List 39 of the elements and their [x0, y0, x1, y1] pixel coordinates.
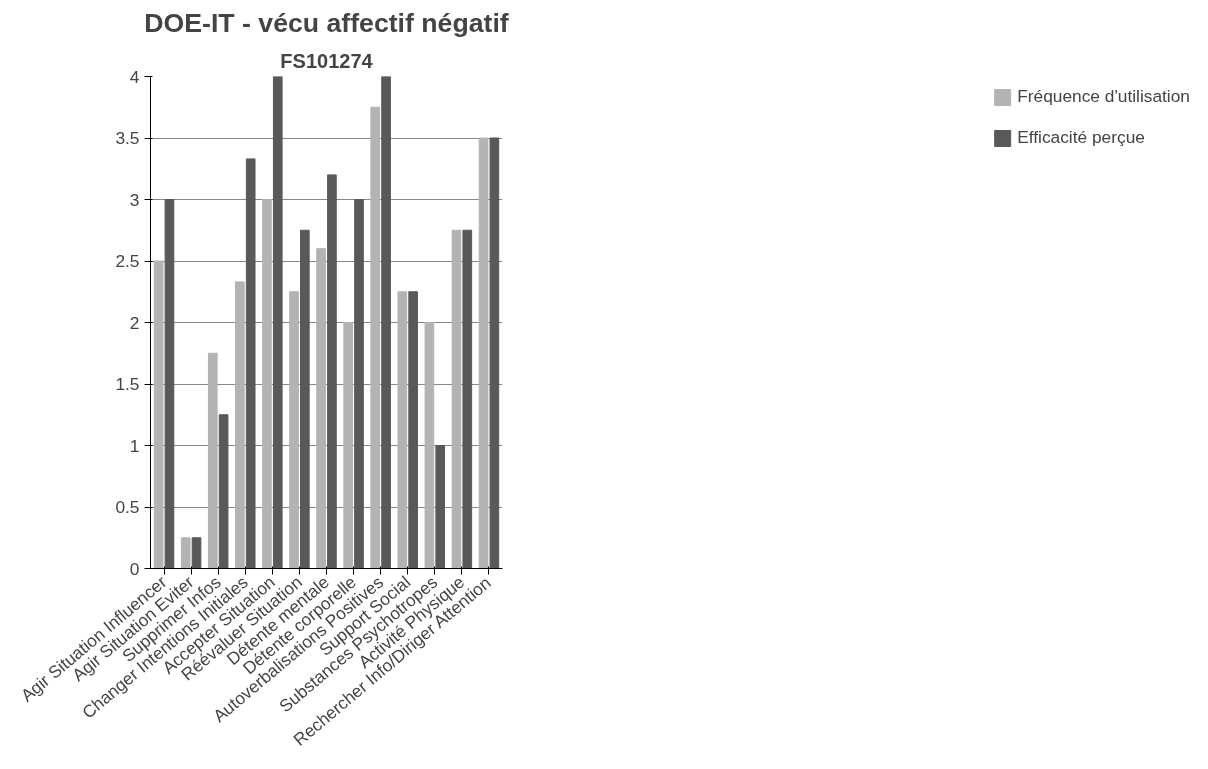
bar: [207, 352, 218, 569]
bar: [397, 291, 408, 569]
bar: [451, 229, 462, 569]
y-tick-label: 4: [129, 66, 140, 87]
y-tick-label: 0: [129, 558, 140, 579]
y-tick-label: 2: [129, 312, 140, 333]
y-tick-label: 2.5: [115, 251, 140, 271]
bar: [218, 414, 229, 569]
bar: [424, 322, 435, 569]
bar: [245, 158, 256, 569]
bar: [327, 174, 337, 569]
bar: [462, 229, 473, 569]
bar: [489, 137, 500, 569]
legend-label: Fréquence d'utilisation: [1017, 86, 1190, 107]
chart-title: DOE-IT - vécu affectif négatif: [144, 7, 509, 38]
bar: [153, 260, 164, 569]
bar: [435, 445, 446, 569]
bar: [300, 229, 310, 569]
chart-subtitle: FS101274: [280, 49, 374, 72]
bar: [272, 76, 283, 569]
bar: [180, 537, 191, 569]
y-tick-label: 3.5: [115, 128, 140, 148]
bar: [478, 137, 489, 569]
bar: [262, 199, 272, 569]
bar: [164, 199, 175, 569]
bar: [191, 537, 202, 569]
y-tick-label: 3: [129, 189, 140, 210]
bar: [289, 291, 299, 569]
y-tick-label: 1.5: [115, 374, 140, 394]
bar: [354, 199, 364, 569]
bar: [370, 106, 381, 569]
bar: [381, 76, 391, 569]
y-tick-label: 0.5: [115, 497, 140, 517]
bar: [408, 291, 418, 569]
bar: [343, 322, 353, 569]
legend-label: Efficacité perçue: [1017, 127, 1145, 148]
y-tick-label: 1: [129, 435, 140, 456]
bar: [235, 281, 245, 569]
bar: [316, 248, 326, 569]
